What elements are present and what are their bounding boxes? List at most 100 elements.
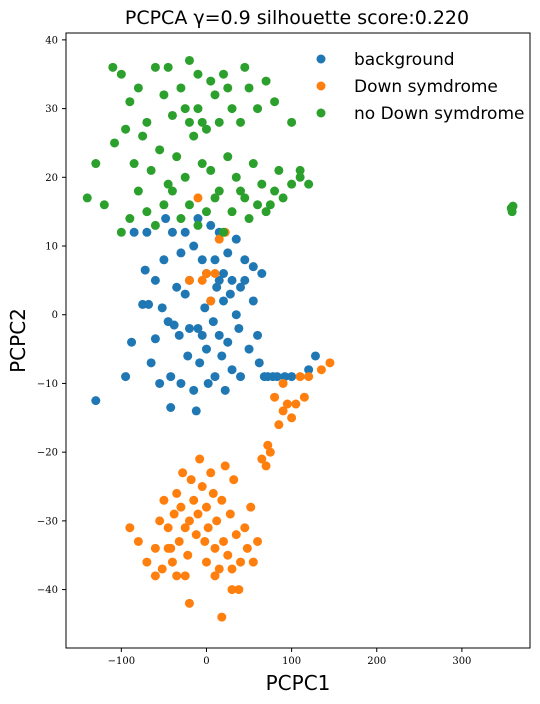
scatter-point xyxy=(210,255,220,265)
points-layer xyxy=(82,55,518,622)
scatter-point xyxy=(150,334,160,344)
scatter-point xyxy=(155,378,165,388)
scatter-point xyxy=(278,406,288,416)
scatter-point xyxy=(184,200,194,210)
scatter-point xyxy=(189,495,199,505)
scatter-point xyxy=(203,523,213,533)
scatter-point xyxy=(203,378,213,388)
scatter-point xyxy=(127,337,137,347)
scatter-point xyxy=(99,200,109,210)
scatter-point xyxy=(244,344,254,354)
scatter-point xyxy=(253,104,263,114)
scatter-point xyxy=(159,495,169,505)
scatter-point xyxy=(191,530,201,540)
scatter-point xyxy=(261,461,271,471)
scatter-point xyxy=(210,372,220,382)
scatter-point xyxy=(208,317,218,327)
scatter-point xyxy=(200,536,210,546)
scatter-point xyxy=(172,488,182,498)
scatter-point xyxy=(214,564,224,574)
scatter-point xyxy=(189,131,199,141)
y-axis-label: PCPC2 xyxy=(6,308,30,373)
scatter-point xyxy=(265,200,275,210)
scatter-point xyxy=(174,536,184,546)
y-tick-label: −10 xyxy=(37,379,58,390)
scatter-point xyxy=(236,372,246,382)
scatter-point xyxy=(254,358,264,368)
scatter-point xyxy=(184,55,194,65)
legend-label: Down symdrome xyxy=(354,77,498,97)
scatter-point xyxy=(166,372,176,382)
legend-marker xyxy=(316,54,326,64)
scatter-point xyxy=(234,323,244,333)
scatter-point xyxy=(240,523,250,533)
scatter-point xyxy=(180,104,190,114)
scatter-point xyxy=(142,117,152,127)
scatter-point xyxy=(295,172,305,182)
scatter-point xyxy=(257,454,267,464)
legend: background Down symdrome no Down symdrome xyxy=(316,50,524,124)
scatter-point xyxy=(193,104,203,114)
scatter-point xyxy=(299,392,309,402)
scatter-point xyxy=(220,385,230,395)
scatter-point xyxy=(219,536,229,546)
scatter-point xyxy=(270,186,280,196)
scatter-point xyxy=(253,200,263,210)
y-tick-label: −20 xyxy=(37,448,58,459)
scatter-point xyxy=(167,110,177,120)
scatter-point xyxy=(214,275,224,285)
scatter-point xyxy=(172,282,182,292)
scatter-point xyxy=(212,516,222,526)
scatter-point xyxy=(201,269,211,279)
scatter-point xyxy=(180,571,190,581)
series-background xyxy=(91,214,320,416)
scatter-point xyxy=(176,214,186,224)
x-tick-label: 100 xyxy=(282,656,301,667)
scatter-point xyxy=(304,365,314,375)
scatter-point xyxy=(231,310,241,320)
scatter-point xyxy=(219,296,229,306)
y-tick-label: 40 xyxy=(45,35,58,46)
scatter-point xyxy=(295,165,305,175)
scatter-point xyxy=(208,488,218,498)
scatter-point xyxy=(189,385,199,395)
scatter-point xyxy=(193,214,203,224)
scatter-point xyxy=(261,207,271,217)
scatter-point xyxy=(146,165,156,175)
scatter-point xyxy=(201,502,211,512)
scatter-point xyxy=(280,372,290,382)
scatter-point xyxy=(108,62,118,72)
scatter-point xyxy=(227,365,237,375)
scatter-point xyxy=(214,234,224,244)
y-tick-label: 30 xyxy=(45,104,58,115)
scatter-point xyxy=(278,378,288,388)
scatter-point xyxy=(210,571,220,581)
scatter-point xyxy=(217,612,227,622)
scatter-point xyxy=(161,214,171,224)
scatter-point xyxy=(167,557,177,567)
scatter-point xyxy=(325,358,335,368)
series-down-symdrome xyxy=(125,193,335,622)
scatter-point xyxy=(270,97,280,107)
scatter-point xyxy=(197,330,207,340)
scatter-point xyxy=(272,372,282,382)
scatter-point xyxy=(174,330,184,340)
scatter-point xyxy=(133,536,143,546)
scatter-point xyxy=(219,269,229,279)
scatter-point xyxy=(227,585,237,595)
scatter-point xyxy=(121,372,131,382)
scatter-point xyxy=(200,303,210,313)
scatter-point xyxy=(274,420,284,430)
scatter-point xyxy=(184,598,194,608)
scatter-point xyxy=(193,193,203,203)
scatter-point xyxy=(169,320,179,330)
scatter-point xyxy=(163,62,173,72)
scatter-point xyxy=(248,262,258,272)
x-axis-label: PCPC1 xyxy=(266,671,331,695)
scatter-point xyxy=(140,265,150,275)
scatter-point xyxy=(195,358,205,368)
scatter-point xyxy=(150,62,160,72)
scatter-point xyxy=(142,557,152,567)
scatter-point xyxy=(180,523,190,533)
scatter-point xyxy=(159,200,169,210)
